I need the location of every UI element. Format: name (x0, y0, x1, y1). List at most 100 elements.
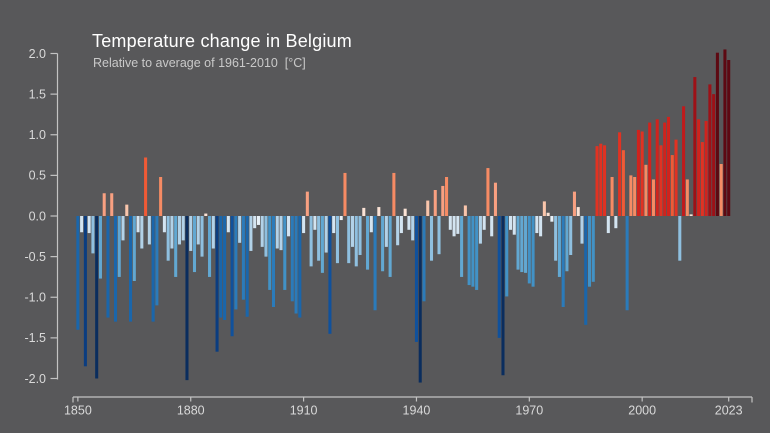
bar-1951 (456, 216, 460, 234)
bar-1993 (614, 216, 618, 229)
bar-1974 (542, 201, 546, 217)
bar-1981 (569, 216, 573, 255)
bar-2007 (666, 116, 671, 217)
bar-1886 (211, 216, 215, 249)
bar-1950 (452, 216, 456, 237)
bar-1896 (249, 216, 253, 251)
bar-1928 (369, 216, 373, 233)
bar-1957 (478, 216, 482, 244)
bar-1895 (245, 216, 249, 317)
bar-1954 (467, 216, 471, 286)
bar-1909 (298, 216, 302, 318)
bar-1935 (396, 216, 400, 246)
bar-2017 (704, 120, 708, 216)
bar-1934 (392, 172, 396, 216)
bar-2019 (712, 94, 716, 217)
bar-1968 (520, 216, 524, 273)
bar-1857 (102, 193, 106, 216)
bar-1914 (317, 216, 321, 261)
y-axis (50, 52, 59, 380)
bar-1850 (76, 216, 80, 330)
bar-1872 (159, 177, 163, 216)
x-tick-label: 1970 (515, 404, 543, 418)
bar-2015 (697, 119, 701, 216)
bar-1971 (531, 216, 535, 287)
bar-1894 (241, 216, 245, 300)
bar-2022 (723, 49, 727, 216)
bar-1874 (166, 216, 170, 261)
bar-1865 (132, 216, 136, 281)
bar-1917 (328, 216, 332, 334)
bar-1972 (535, 216, 539, 234)
bar-1990 (603, 145, 607, 216)
bar-1882 (196, 216, 200, 245)
bar-1979 (561, 216, 565, 307)
bar-2018 (708, 84, 712, 217)
bar-1931 (381, 216, 385, 272)
bar-1939 (411, 216, 415, 241)
bar-1965 (508, 216, 513, 230)
bar-1932 (384, 216, 388, 247)
bar-1970 (527, 216, 531, 284)
bar-1942 (422, 216, 426, 302)
bar-1985 (584, 216, 588, 325)
x-tick-label: 1880 (177, 404, 205, 418)
bar-1863 (125, 204, 129, 217)
bar-1887 (215, 216, 219, 352)
bar-1897 (253, 216, 257, 229)
bar-1987 (591, 216, 595, 282)
bar-1923 (350, 216, 355, 247)
bar-1947 (441, 185, 445, 216)
bar-1989 (599, 143, 603, 216)
bar-1973 (539, 216, 543, 237)
bar-1994 (618, 132, 622, 216)
bar-1986 (587, 216, 592, 287)
bar-1904 (279, 216, 283, 251)
bar-1905 (283, 216, 287, 290)
bar-1908 (294, 216, 298, 314)
bar-1915 (320, 216, 324, 273)
x-tick-label: 2000 (628, 404, 656, 418)
bar-2000 (640, 131, 644, 216)
bar-1955 (471, 216, 475, 287)
bar-1902 (271, 216, 276, 307)
bar-1880 (189, 216, 193, 251)
bar-1868 (144, 157, 148, 216)
bar-1910 (302, 216, 306, 234)
bar-2010 (678, 216, 682, 261)
bar-1982 (572, 191, 576, 217)
y-axis-labels: 2.0 1.5 1.0 0.5 0.0 -0.5 -1.0 -1.5 -2.0 (24, 47, 46, 386)
bar-1855 (95, 216, 99, 379)
bar-1853 (87, 216, 91, 234)
bar-1852 (83, 216, 87, 367)
bar-1961 (493, 182, 497, 216)
bar-2009 (674, 139, 678, 217)
bar-1948 (445, 177, 449, 216)
bar-2004 (655, 119, 659, 216)
bar-1997 (629, 175, 633, 217)
bar-1933 (388, 216, 392, 277)
bar-1946 (437, 216, 441, 255)
bar-1903 (275, 216, 279, 249)
bar-1901 (268, 216, 272, 290)
bar-1851 (80, 216, 84, 233)
bar-1984 (580, 216, 584, 244)
bar-1945 (433, 190, 437, 216)
bar-1913 (313, 216, 317, 230)
bar-1869 (147, 216, 151, 245)
bar-1907 (290, 216, 294, 302)
bar-1929 (373, 216, 377, 311)
bar-1861 (117, 216, 121, 277)
bar-1978 (557, 216, 561, 277)
bar-1943 (426, 200, 430, 216)
bar-1958 (482, 216, 486, 230)
bar-1892 (234, 216, 238, 310)
bar-1898 (256, 216, 260, 225)
bar-1988 (595, 146, 599, 217)
bar-1862 (121, 216, 125, 241)
bar-1911 (305, 191, 309, 217)
chart-subtitle: Relative to average of 1961-2010 [°C] (93, 56, 306, 70)
bar-1922 (347, 216, 351, 264)
bar-1925 (358, 216, 362, 255)
